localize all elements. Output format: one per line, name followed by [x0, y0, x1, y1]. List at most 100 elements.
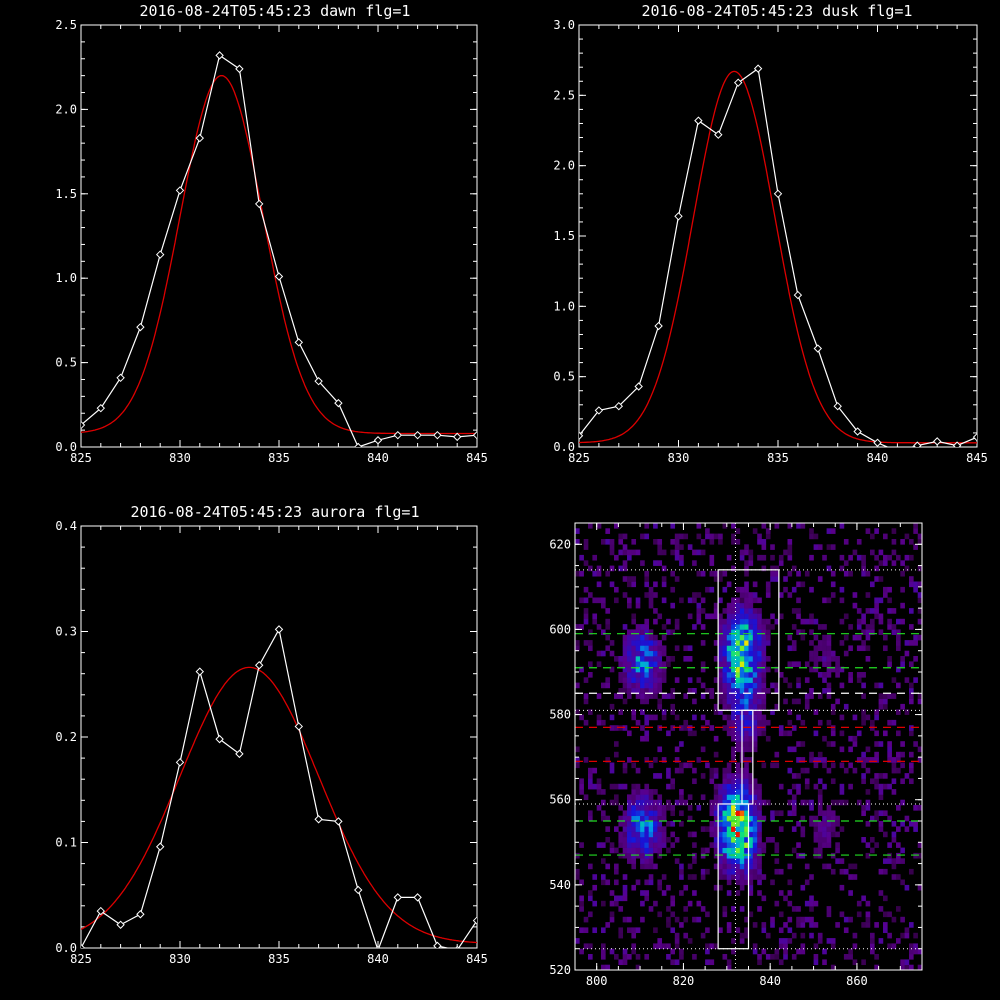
heatmap-cell — [635, 789, 641, 795]
heatmap-cell — [609, 703, 615, 710]
heatmap-cell — [683, 656, 689, 662]
heatmap-cell — [609, 666, 615, 673]
heatmap-cell — [917, 884, 923, 891]
heatmap-cell — [726, 810, 732, 817]
heatmap-cell — [861, 895, 866, 902]
heatmap-cell — [575, 539, 580, 545]
heatmap-cell — [614, 900, 619, 907]
heatmap-cell — [713, 703, 719, 710]
heatmap-cell — [744, 879, 749, 886]
heatmap-cell — [627, 693, 632, 699]
heatmap-cell — [644, 570, 650, 577]
heatmap-cell — [761, 677, 767, 683]
heatmap-cell — [601, 943, 606, 950]
heatmap-cell — [822, 815, 827, 822]
heatmap-cell — [796, 852, 801, 859]
heatmap-cell — [752, 645, 758, 652]
heatmap-cell — [744, 608, 749, 614]
heatmap-cell — [640, 847, 645, 854]
heatmap-cell — [865, 608, 871, 614]
heatmap-cell — [627, 672, 632, 678]
heatmap-cell — [904, 927, 910, 934]
heatmap-cell — [744, 783, 749, 790]
heatmap-cell — [731, 714, 736, 721]
heatmap-cell — [722, 863, 728, 870]
heatmap-cell — [748, 719, 754, 726]
data-point — [235, 64, 244, 74]
heatmap-cell — [861, 778, 866, 785]
heatmap-cell — [579, 570, 584, 577]
heatmap-cell — [809, 554, 814, 561]
heatmap-cell — [692, 858, 697, 864]
heatmap-cell — [809, 533, 814, 540]
heatmap-cell — [852, 767, 858, 774]
heatmap-cell — [631, 783, 637, 790]
heatmap-cell — [839, 911, 845, 918]
heatmap-cell — [657, 852, 663, 859]
heatmap-cell — [839, 666, 845, 673]
heatmap-cell — [726, 874, 732, 880]
heatmap-cell — [909, 751, 914, 758]
heatmap-cell — [883, 783, 888, 790]
heatmap-cell — [726, 719, 732, 726]
heatmap-cell — [774, 900, 780, 907]
heatmap-cell — [757, 618, 762, 625]
heatmap-cell — [731, 682, 736, 689]
heatmap-cell — [713, 794, 719, 801]
heatmap-cell — [735, 725, 741, 731]
heatmap-cell — [748, 783, 754, 790]
heatmap-cell — [622, 842, 628, 848]
heatmap-cell — [817, 805, 823, 811]
heatmap-cell — [588, 709, 593, 715]
heatmap-cell — [726, 847, 732, 854]
heatmap-cell — [618, 831, 624, 838]
data-point — [254, 661, 264, 670]
heatmap-cell — [752, 597, 758, 604]
heatmap-cell — [640, 725, 645, 731]
heatmap-cell — [609, 799, 615, 806]
heatmap-cell — [609, 783, 615, 790]
heatmap-cell — [679, 554, 684, 561]
heatmap-cell — [718, 624, 723, 630]
heatmap-cell — [752, 778, 758, 785]
heatmap-cell — [804, 693, 810, 699]
heatmap-cell — [735, 677, 741, 683]
heatmap-cell — [839, 714, 845, 721]
heatmap-cell — [700, 932, 706, 939]
heatmap-cell — [648, 858, 654, 864]
heatmap-cell — [848, 890, 853, 896]
heatmap-cell — [609, 890, 615, 896]
heatmap-cell — [679, 799, 684, 806]
heatmap-cell — [622, 549, 628, 556]
heatmap-cell — [726, 730, 732, 737]
heatmap-cell — [848, 746, 853, 753]
heatmap-cell — [878, 783, 884, 790]
heatmap-cell — [752, 821, 758, 827]
heatmap-cell — [891, 677, 897, 683]
heatmap-cell — [896, 629, 901, 636]
heatmap-cell — [826, 938, 832, 944]
heatmap-cell — [679, 868, 684, 875]
heatmap-cell — [748, 741, 754, 747]
heatmap-cell — [657, 847, 663, 854]
data-point — [116, 920, 125, 929]
heatmap-cell — [748, 868, 754, 875]
heatmap-cell — [609, 911, 615, 918]
heatmap-cell — [640, 810, 645, 817]
heatmap-cell — [679, 544, 684, 550]
heatmap-cell — [700, 826, 706, 832]
heatmap-cell — [709, 842, 715, 848]
heatmap-cell — [830, 650, 836, 657]
data-point — [81, 420, 86, 430]
heatmap-cell — [809, 666, 814, 673]
heatmap-cell — [635, 821, 641, 827]
heatmap-cell — [726, 959, 732, 966]
heatmap-cell — [657, 746, 663, 753]
heatmap-cell — [804, 900, 810, 907]
heatmap-cell — [752, 746, 758, 753]
heatmap-cell — [757, 608, 762, 614]
heatmap-cell — [583, 927, 589, 934]
heatmap-cell — [765, 719, 771, 726]
heatmap-cell — [917, 533, 923, 540]
heatmap-cell — [605, 922, 611, 928]
